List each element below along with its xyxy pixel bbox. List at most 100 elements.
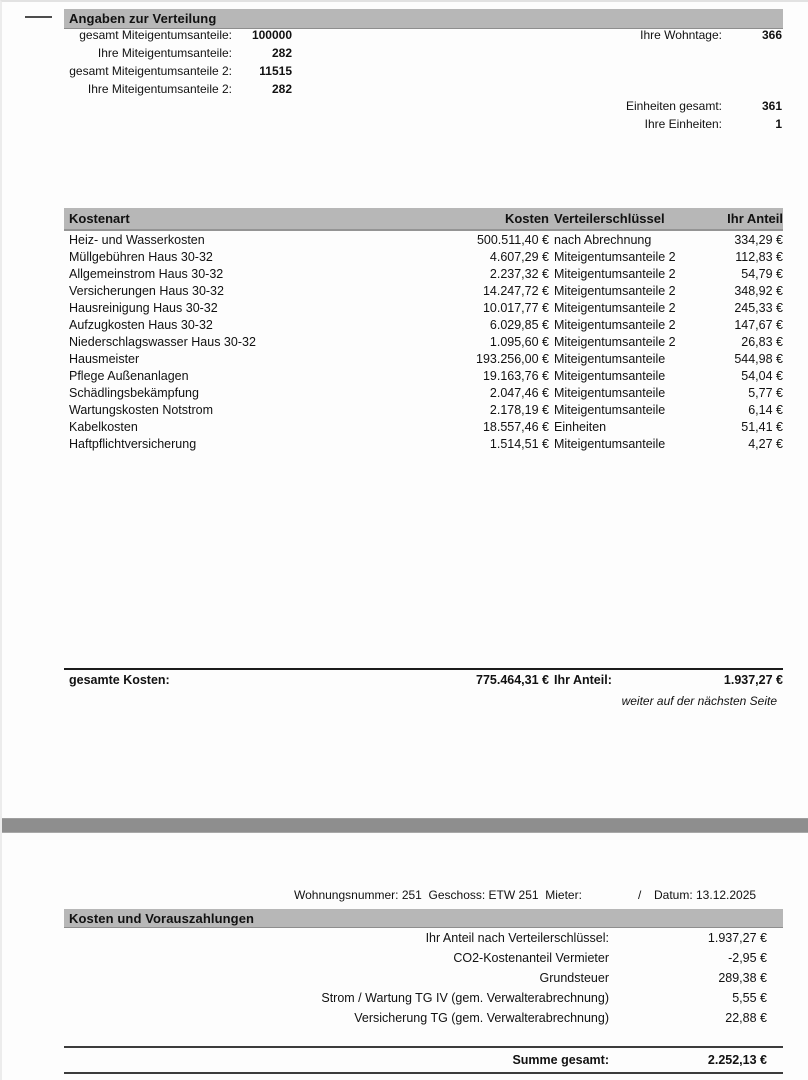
cell-ihr-anteil: 112,83 € — [735, 249, 783, 264]
distribution-value: 361 — [761, 99, 782, 113]
cell-kostenart: Schädlingsbekämpfung — [69, 385, 199, 400]
section-header-angaben-label: Angaben zur Verteilung — [69, 11, 217, 26]
distribution-row: gesamt Miteigentumsanteile 2: 11515 — [54, 62, 292, 80]
cell-verteilerschluessel: Miteigentumsanteile — [554, 402, 666, 417]
cell-verteilerschluessel: nach Abrechnung — [554, 232, 652, 247]
apartment-meta-line: Wohnungsnummer: 251 Geschoss: ETW 251 Mi… — [2, 888, 808, 902]
cell-verteilerschluessel: Einheiten — [554, 419, 607, 434]
cell-kostenart: Müllgebühren Haus 30-32 — [69, 249, 213, 264]
cell-kosten: 1.095,60 € — [489, 334, 549, 349]
payment-value: 1.937,27 € — [707, 931, 767, 945]
distribution-row: gesamt Miteigentumsanteile: 100000 — [54, 26, 292, 44]
table-row: Niederschlagswasser Haus 30-32 1.095,60 … — [64, 333, 783, 350]
payment-value: 5,55 € — [732, 991, 767, 1005]
distribution-value: 282 — [271, 82, 292, 96]
distribution-label: gesamt Miteigentumsanteile: — [79, 28, 232, 42]
distribution-value: 100000 — [251, 28, 292, 42]
cell-kostenart: Aufzugkosten Haus 30-32 — [69, 317, 213, 332]
table-row: Hausmeister 193.256,00 € Miteigentumsant… — [64, 350, 783, 367]
cell-ihr-anteil: 348,92 € — [734, 283, 783, 298]
cell-kosten: 1.514,51 € — [489, 436, 549, 451]
table-row: Allgemeinstrom Haus 30-32 2.237,32 € Mit… — [64, 265, 783, 282]
section-header-kosten-vorauszahlungen: Kosten und Vorauszahlungen — [64, 909, 783, 928]
table-row: Heiz- und Wasserkosten 500.511,40 € nach… — [64, 230, 783, 248]
einheiten-block: Einheiten gesamt: 361 Ihre Einheiten: 1 — [542, 97, 782, 133]
distribution-left-block: gesamt Miteigentumsanteile: 100000 Ihre … — [54, 26, 292, 98]
totals-row: gesamte Kosten: 775.464,31 € Ihr Anteil:… — [64, 668, 783, 690]
cell-kosten: 18.557,46 € — [482, 419, 549, 434]
distribution-row: Ihre Wohntage: 366 — [542, 26, 782, 44]
distribution-label: Einheiten gesamt: — [625, 99, 722, 113]
cell-kostenart: Pflege Außenanlagen — [69, 368, 189, 383]
cell-kosten: 10.017,77 € — [482, 300, 549, 315]
distribution-value: 11515 — [259, 64, 292, 78]
cost-table-header-row: Kostenart Kosten Verteilerschlüssel Ihr … — [64, 208, 783, 231]
distribution-label: Ihre Miteigentumsanteile 2: — [87, 82, 232, 96]
cell-kosten: 2.237,32 € — [489, 266, 549, 281]
cell-verteilerschluessel: Miteigentumsanteile 2 — [554, 334, 676, 349]
payment-label: CO2-Kostenanteil Vermieter — [453, 951, 609, 965]
cell-kostenart: Heiz- und Wasserkosten — [69, 232, 205, 247]
table-row: Wartungskosten Notstrom 2.178,19 € Mitei… — [64, 401, 783, 418]
cell-kostenart: Kabelkosten — [69, 419, 138, 434]
distribution-row: Ihre Miteigentumsanteile: 282 — [54, 44, 292, 62]
cell-kostenart: Hausmeister — [69, 351, 140, 366]
cell-ihr-anteil: 4,27 € — [748, 436, 783, 451]
payment-row: CO2-Kostenanteil Vermieter -2,95 € — [64, 948, 783, 968]
cell-kosten: 2.047,46 € — [489, 385, 549, 400]
cell-kosten: 193.256,00 € — [476, 351, 549, 366]
cell-kosten: 14.247,72 € — [482, 283, 549, 298]
cell-verteilerschluessel: Miteigentumsanteile 2 — [554, 317, 676, 332]
section-header-kosten-label: Kosten und Vorauszahlungen — [69, 911, 255, 926]
cell-verteilerschluessel: Miteigentumsanteile — [554, 368, 666, 383]
cell-kostenart: Versicherungen Haus 30-32 — [69, 283, 224, 298]
payment-row: Ihr Anteil nach Verteilerschlüssel: 1.93… — [64, 928, 783, 948]
grand-total-value: 2.252,13 € — [707, 1053, 767, 1067]
payments-rows: Ihr Anteil nach Verteilerschlüssel: 1.93… — [64, 928, 783, 1028]
distribution-label: gesamt Miteigentumsanteile 2: — [69, 64, 232, 78]
payment-row: Grundsteuer 289,38 € — [64, 968, 783, 988]
totals-anteil-value: 1.937,27 € — [723, 673, 783, 687]
cell-verteilerschluessel: Miteigentumsanteile 2 — [554, 266, 676, 281]
cell-ihr-anteil: 6,14 € — [748, 402, 783, 417]
col-header-kosten: Kosten — [364, 208, 549, 231]
cell-ihr-anteil: 26,83 € — [741, 334, 783, 349]
distribution-label: Ihre Wohntage: — [640, 28, 722, 42]
payment-row: Versicherung TG (gem. Verwalterabrechnun… — [64, 1008, 783, 1028]
cell-verteilerschluessel: Miteigentumsanteile 2 — [554, 249, 676, 264]
continuation-note: weiter auf der nächsten Seite — [621, 694, 777, 708]
distribution-label: Ihre Miteigentumsanteile: — [97, 46, 232, 60]
cell-verteilerschluessel: Miteigentumsanteile 2 — [554, 283, 676, 298]
cell-kostenart: Haftpflichtversicherung — [69, 436, 197, 451]
col-header-verteilerschluessel: Verteilerschlüssel — [549, 208, 719, 231]
page-separator — [2, 818, 808, 833]
payment-label: Grundsteuer — [539, 971, 609, 985]
payment-label: Strom / Wartung TG IV (gem. Verwalterabr… — [321, 991, 609, 1005]
apartment-info: Wohnungsnummer: 251 Geschoss: ETW 251 Mi… — [294, 888, 582, 902]
wohntage-block: Ihre Wohntage: 366 — [542, 26, 782, 44]
payment-value: -2,95 € — [728, 951, 767, 965]
cost-table: Kostenart Kosten Verteilerschlüssel Ihr … — [64, 208, 783, 452]
distribution-label: Ihre Einheiten: — [644, 117, 722, 131]
cell-ihr-anteil: 5,77 € — [748, 385, 783, 400]
cell-kosten: 19.163,76 € — [482, 368, 549, 383]
payment-row: Strom / Wartung TG IV (gem. Verwalterabr… — [64, 988, 783, 1008]
cell-verteilerschluessel: Miteigentumsanteile 2 — [554, 300, 676, 315]
table-row: Müllgebühren Haus 30-32 4.607,29 € Mitei… — [64, 248, 783, 265]
cell-ihr-anteil: 51,41 € — [741, 419, 783, 434]
table-row: Aufzugkosten Haus 30-32 6.029,85 € Mitei… — [64, 316, 783, 333]
totals-label: gesamte Kosten: — [69, 673, 170, 687]
table-row: Kabelkosten 18.557,46 € Einheiten 51,41 … — [64, 418, 783, 435]
cell-verteilerschluessel: Miteigentumsanteile — [554, 436, 666, 451]
totals-anteil-label: Ihr Anteil: — [554, 673, 612, 687]
distribution-row: Einheiten gesamt: 361 — [542, 97, 782, 115]
cell-ihr-anteil: 147,67 € — [734, 317, 783, 332]
distribution-row: Ihre Einheiten: 1 — [542, 115, 782, 133]
distribution-value: 366 — [761, 28, 782, 42]
payment-value: 22,88 € — [725, 1011, 767, 1025]
cell-kostenart: Wartungskosten Notstrom — [69, 402, 214, 417]
section-header-angaben: Angaben zur Verteilung — [64, 9, 783, 29]
payment-label: Versicherung TG (gem. Verwalterabrechnun… — [354, 1011, 609, 1025]
cell-ihr-anteil: 245,33 € — [734, 300, 783, 315]
table-row: Versicherungen Haus 30-32 14.247,72 € Mi… — [64, 282, 783, 299]
